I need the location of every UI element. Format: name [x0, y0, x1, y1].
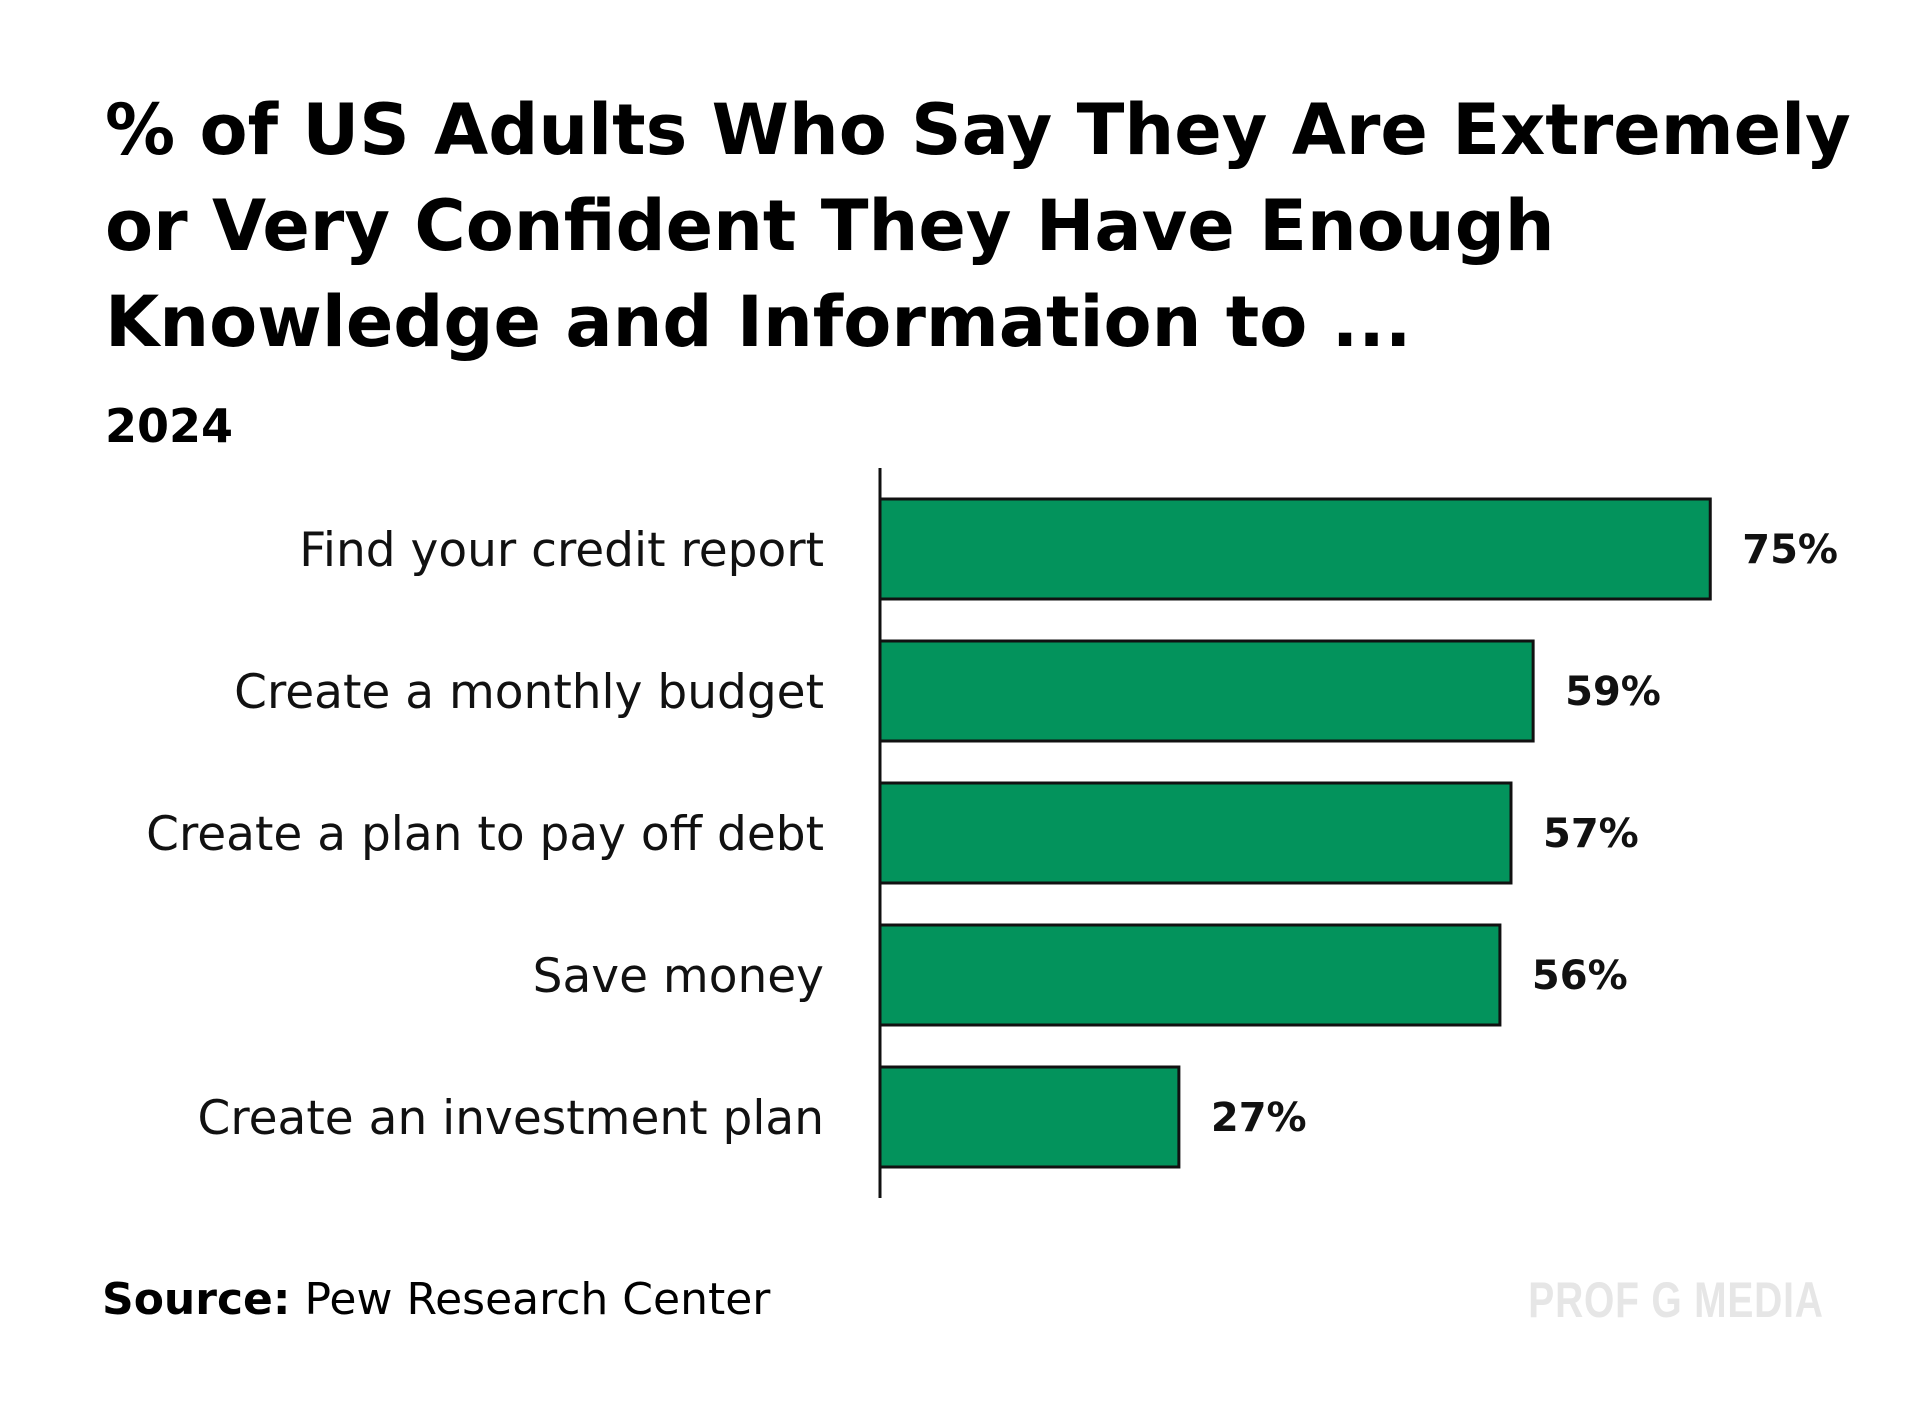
bar — [878, 639, 1535, 743]
data-label: 56% — [1532, 953, 1628, 999]
source-label: Source: — [102, 1274, 291, 1325]
category-label: Create an investment plan — [198, 1091, 824, 1146]
source-text: Pew Research Center — [304, 1274, 771, 1325]
category-label: Create a plan to pay off debt — [146, 807, 824, 862]
data-label: 27% — [1211, 1095, 1307, 1141]
bar — [878, 497, 1712, 601]
bar — [878, 1065, 1181, 1169]
category-label: Save money — [533, 949, 824, 1004]
chart-title: % of US Adults Who Say They Are Extremel… — [105, 89, 1851, 363]
data-label: 57% — [1543, 811, 1639, 857]
data-label: 75% — [1742, 527, 1838, 573]
bar — [878, 781, 1513, 885]
category-label: Create a monthly budget — [234, 665, 824, 720]
bar — [878, 923, 1502, 1027]
brand-logo: PROF G MEDIA — [1528, 1272, 1824, 1328]
source-note: Source: Pew Research Center — [102, 1272, 770, 1328]
category-label: Find your credit report — [299, 523, 824, 578]
data-label: 59% — [1565, 669, 1661, 715]
chart-subtitle: 2024 — [105, 399, 234, 453]
